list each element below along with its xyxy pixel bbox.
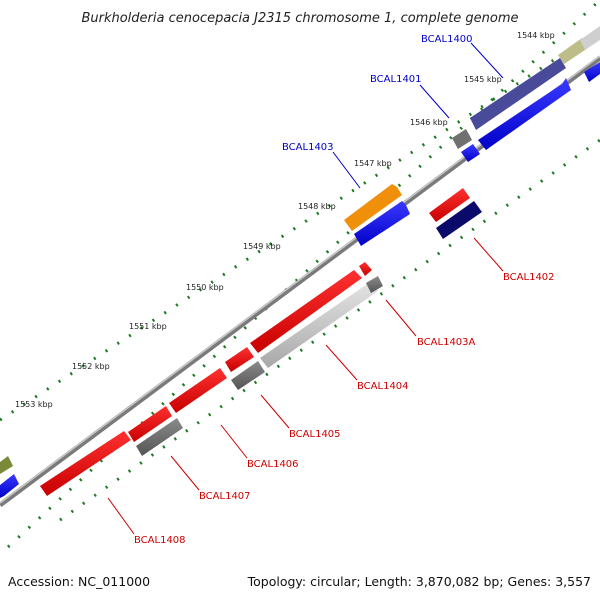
gene-label-BCAL1403[interactable]: BCAL1403	[282, 142, 334, 153]
gene-block-BCAL1402[interactable]	[429, 188, 470, 222]
tick-1553: 1553 kbp	[15, 400, 53, 409]
gene-block-BCAL1407-cds[interactable]	[136, 418, 183, 456]
gene-block-BCAL1405[interactable]	[225, 347, 254, 372]
gene-block-BCAL1402-cds[interactable]	[436, 201, 482, 239]
gene-block-lightgrey-top[interactable]	[580, 26, 600, 50]
gene-block-BCAL1404[interactable]	[250, 270, 362, 353]
genome-summary-text: Topology: circular; Length: 3,870,082 bp…	[247, 574, 591, 589]
tick-1550: 1550 kbp	[186, 283, 224, 292]
gene-label-BCAL1400[interactable]: BCAL1400	[421, 34, 473, 45]
gene-block-BCAL1405-cds[interactable]	[231, 361, 265, 390]
gene-block-BCAL1403[interactable]	[344, 184, 402, 231]
gene-block-BCAL1404-cds[interactable]	[260, 282, 378, 368]
gene-block-BCAL1400[interactable]	[470, 58, 566, 130]
gene-block-BCAL1401-cds[interactable]	[461, 144, 480, 162]
tick-1551: 1551 kbp	[129, 322, 167, 331]
tick-1549: 1549 kbp	[243, 242, 281, 251]
gene-block-BCAL1403A-cds[interactable]	[366, 276, 383, 293]
gene-block-olive-left[interactable]	[0, 456, 13, 474]
gene-label-BCAL1408[interactable]: BCAL1408	[134, 535, 186, 546]
gene-block-BCAL1407[interactable]	[128, 406, 172, 442]
tick-1545: 1545 kbp	[464, 75, 502, 84]
tick-1548: 1548 kbp	[298, 202, 336, 211]
gene-label-BCAL1401[interactable]: BCAL1401	[370, 74, 422, 85]
gene-block-blue-edge[interactable]	[584, 62, 600, 82]
gene-block-BCAL1406[interactable]	[169, 368, 227, 413]
map-title: Burkholderia cenocepacia J2315 chromosom…	[81, 11, 518, 26]
gene-block-BCAL1401[interactable]	[452, 129, 472, 149]
gene-label-BCAL1402[interactable]: BCAL1402	[503, 272, 555, 283]
gene-block-BCAL1400-cds[interactable]	[478, 78, 571, 150]
tick-1552: 1552 kbp	[72, 362, 110, 371]
gene-block-khaki[interactable]	[558, 38, 588, 64]
gene-block-BCAL1403-cds[interactable]	[354, 201, 410, 246]
accession-text: Accession: NC_011000	[8, 574, 150, 589]
gene-block-blue-left[interactable]	[0, 474, 19, 498]
gene-label-BCAL1406[interactable]: BCAL1406	[247, 459, 299, 470]
gene-label-BCAL1404[interactable]: BCAL1404	[357, 381, 409, 392]
gene-label-BCAL1407[interactable]: BCAL1407	[199, 491, 251, 502]
gene-block-BCAL1408[interactable]	[40, 431, 131, 496]
tick-1546: 1546 kbp	[410, 118, 448, 127]
gene-label-BCAL1403A[interactable]: BCAL1403A	[417, 337, 476, 348]
gene-block-BCAL1403A[interactable]	[359, 262, 372, 276]
tick-1547: 1547 kbp	[354, 159, 392, 168]
gene-label-BCAL1405[interactable]: BCAL1405	[289, 429, 341, 440]
tick-1544: 1544 kbp	[517, 31, 555, 40]
